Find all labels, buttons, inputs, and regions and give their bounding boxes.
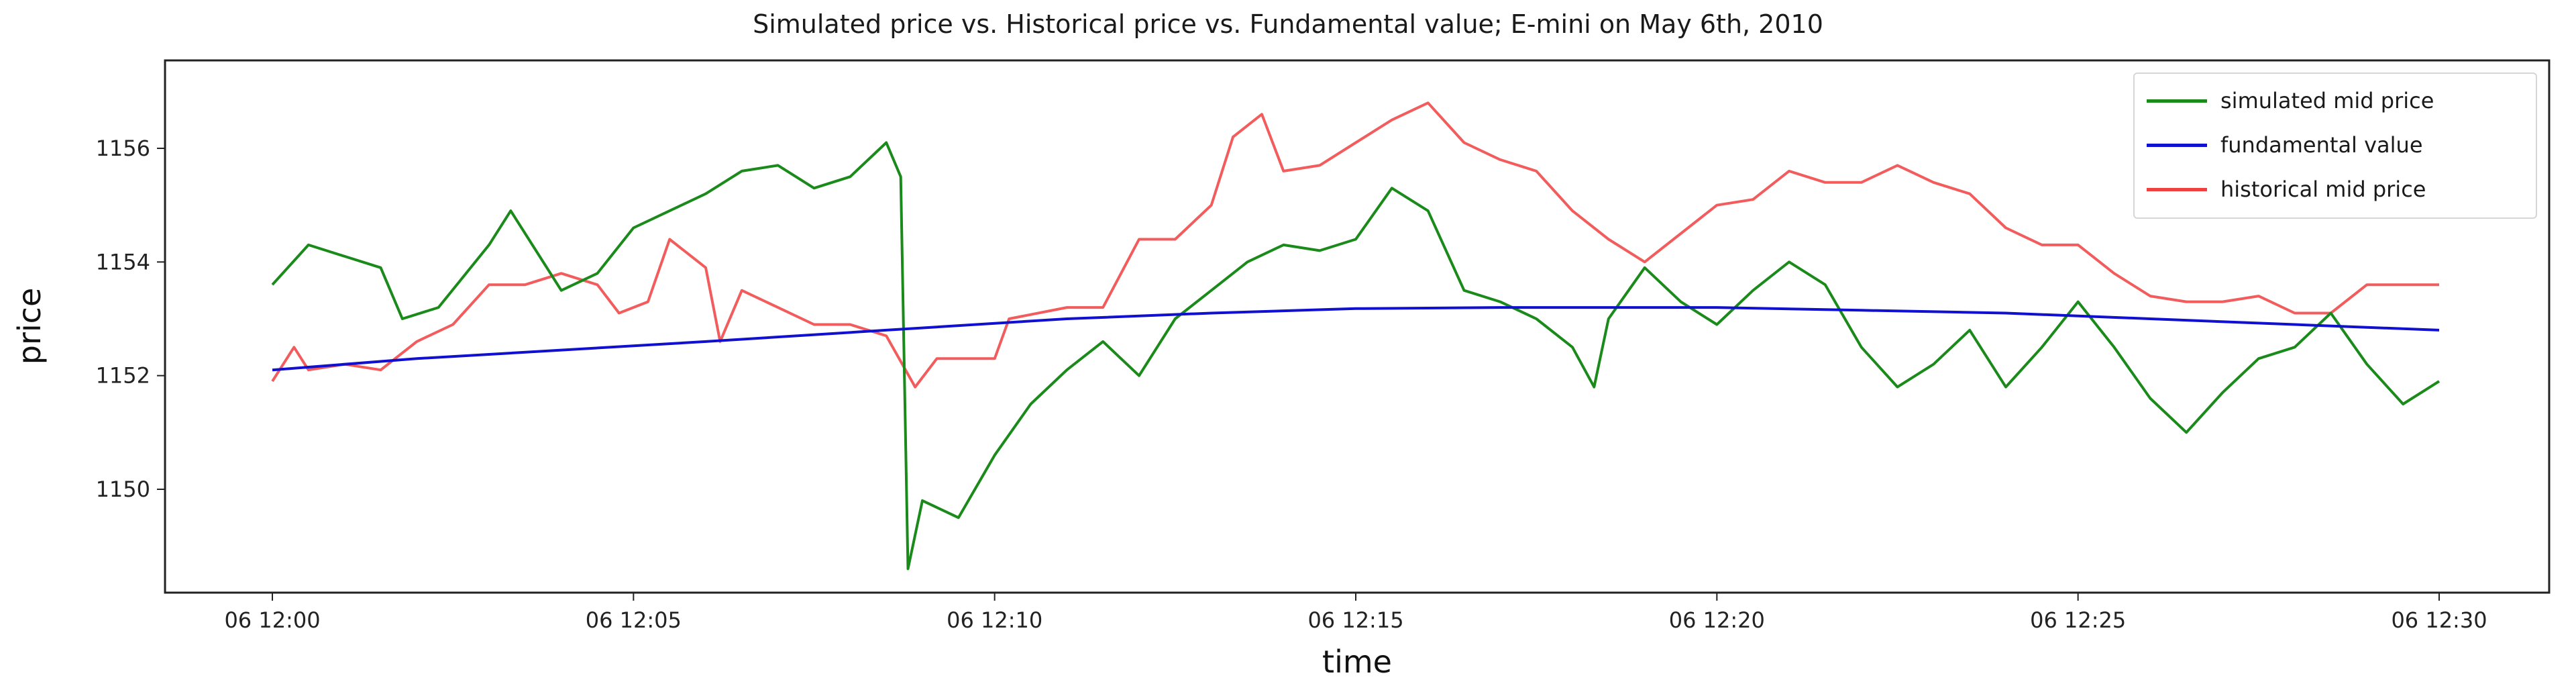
y-tick-label: 1150 [96,477,150,502]
legend-item-fundamental: fundamental value [2135,125,2536,165]
x-axis-label: time [1322,644,1392,680]
x-tick-label: 06 12:00 [224,607,320,633]
legend-item-historical: historical mid price [2135,169,2536,209]
y-tick-label: 1154 [96,249,150,275]
y-axis-ticks: 1150 1152 1154 1156 [96,136,165,502]
x-tick-label: 06 12:30 [2391,607,2487,633]
legend-swatch-historical [2147,187,2207,191]
legend-item-simulated: simulated mid price [2135,81,2536,121]
legend: simulated mid price fundamental value hi… [2133,72,2537,219]
series-fundamental-value [272,306,2440,372]
legend-label-fundamental: fundamental value [2220,132,2423,158]
x-tick-label: 06 12:15 [1307,607,1403,633]
legend-swatch-fundamental [2147,143,2207,147]
x-tick-label: 06 12:05 [586,607,682,633]
x-tick-label: 06 12:25 [2030,607,2126,633]
legend-label-simulated: simulated mid price [2220,88,2434,113]
x-tick-label: 06 12:10 [947,607,1042,633]
legend-label-historical: historical mid price [2220,177,2426,202]
x-axis-ticks: 06 12:00 06 12:05 06 12:10 06 12:15 06 12:20… [224,593,2487,633]
legend-swatch-simulated [2147,99,2207,103]
y-tick-label: 1156 [96,136,150,161]
series-historical-mid-price [271,101,2439,389]
y-axis-label: price [11,288,48,364]
y-tick-label: 1152 [96,363,150,389]
axes-frame [164,59,2551,594]
series-simulated-mid-price [271,141,2440,570]
chart-title: Simulated price vs. Historical price vs.… [753,9,1823,39]
x-tick-label: 06 12:20 [1669,607,1765,633]
series-layer [271,101,2440,570]
